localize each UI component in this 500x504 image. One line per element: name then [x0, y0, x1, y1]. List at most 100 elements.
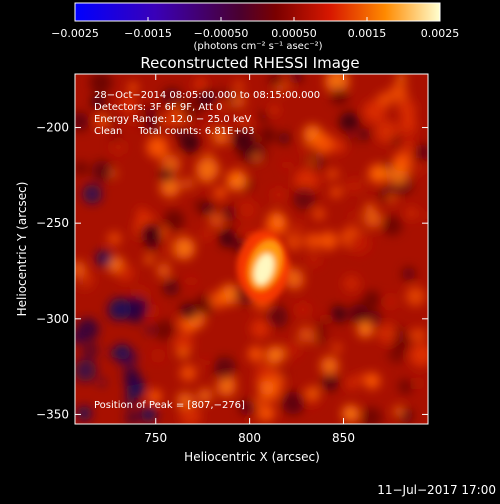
texture-blob — [313, 331, 327, 345]
texture-blob — [179, 404, 202, 424]
texture-blob — [124, 409, 141, 424]
texture-blob — [329, 305, 348, 323]
colorbar-tick-label: 0.0015 — [348, 27, 387, 40]
texture-blob — [329, 169, 339, 179]
texture-blob — [284, 232, 304, 251]
texture-blob — [258, 405, 275, 422]
colorbar-tick-label: 0.00050 — [271, 27, 317, 40]
texture-blob — [110, 131, 121, 142]
texture-blob — [271, 187, 287, 203]
texture-blob — [348, 232, 370, 255]
texture-blob — [180, 132, 201, 153]
texture-blob — [173, 126, 185, 138]
texture-blob — [203, 146, 215, 158]
texture-blob — [140, 222, 163, 245]
texture-blob — [412, 328, 426, 342]
texture-blob — [281, 391, 306, 415]
y-tick-label: −350 — [36, 407, 69, 421]
texture-blob — [398, 116, 417, 135]
y-tick-label: −200 — [36, 121, 69, 135]
y-tick-label: −300 — [36, 312, 69, 326]
texture-blob — [349, 210, 361, 222]
texture-blob — [332, 343, 342, 353]
texture-blob — [236, 199, 258, 221]
texture-blob — [345, 376, 359, 391]
texture-blob — [172, 237, 195, 260]
texture-blob — [178, 96, 203, 120]
texture-blob — [77, 406, 92, 421]
texture-blob — [316, 319, 329, 332]
texture-blob — [301, 388, 316, 403]
texture-blob — [388, 345, 406, 364]
texture-blob — [421, 210, 428, 220]
texture-blob — [75, 260, 86, 277]
texture-blob — [385, 192, 398, 204]
texture-blob — [297, 326, 315, 343]
texture-blob — [147, 389, 162, 404]
texture-blob — [107, 231, 122, 246]
texture-blob — [288, 74, 303, 85]
colorbar-tick-label: −0.00050 — [194, 27, 249, 40]
colorbar-tick-label: −0.0015 — [124, 27, 172, 40]
plot-frame — [74, 73, 429, 425]
texture-blob — [312, 207, 325, 220]
texture-blob — [75, 359, 97, 382]
texture-blob — [117, 347, 138, 369]
texture-blob — [158, 239, 178, 259]
texture-blob — [179, 302, 197, 321]
texture-blob — [194, 78, 207, 91]
texture-blob — [231, 94, 246, 108]
texture-blob — [343, 179, 358, 194]
x-tick-label: 850 — [332, 431, 355, 445]
texture-blob — [413, 144, 428, 162]
texture-blob — [342, 405, 360, 423]
heatmap-image — [75, 74, 428, 424]
colorbar-tick-label: −0.0025 — [51, 27, 99, 40]
texture-blob — [345, 134, 355, 144]
texture-blob — [330, 186, 342, 198]
texture-blob — [201, 230, 212, 240]
colorbar-ticks: −0.0025 −0.0015 −0.00050 0.00050 0.0015 0.002… — [51, 17, 459, 40]
texture-blob — [197, 388, 213, 403]
texture-blob — [396, 74, 407, 84]
texture-blob — [89, 74, 112, 94]
texture-blob — [355, 373, 366, 383]
texture-blob — [332, 139, 346, 154]
texture-blob — [82, 184, 102, 204]
texture-blob — [80, 341, 100, 360]
texture-blob — [273, 215, 286, 228]
texture-blob — [265, 305, 289, 329]
texture-blob — [389, 83, 408, 103]
texture-blob — [162, 278, 180, 297]
texture-blob — [384, 295, 397, 308]
texture-blob — [362, 290, 382, 310]
footer-timestamp: 11−Jul−2017 17:00 — [377, 483, 496, 497]
texture-blob — [258, 126, 276, 145]
texture-blob — [259, 111, 269, 122]
texture-blob — [214, 186, 227, 200]
texture-blob — [270, 105, 279, 115]
texture-blob — [319, 231, 338, 250]
x-tick-label: 750 — [144, 431, 167, 445]
texture-blob — [405, 286, 426, 307]
texture-blob — [283, 341, 301, 359]
texture-blob — [195, 157, 220, 181]
texture-blob — [179, 364, 197, 382]
texture-blob — [259, 380, 275, 396]
texture-blob — [182, 177, 194, 190]
texture-blob — [216, 376, 237, 397]
texture-blob — [266, 345, 285, 365]
peak-position-label: Position of Peak = [807,−276] — [94, 400, 245, 411]
texture-blob — [363, 372, 381, 389]
texture-blob — [408, 158, 427, 176]
colorbar-tick-label: 0.0025 — [421, 27, 460, 40]
texture-blob — [348, 303, 370, 325]
texture-blob — [409, 343, 428, 368]
texture-blob — [123, 368, 141, 386]
texture-blob — [110, 139, 127, 156]
texture-blob — [116, 264, 135, 283]
texture-blob — [233, 80, 244, 91]
texture-blob — [173, 332, 194, 353]
texture-blob — [401, 267, 416, 281]
texture-blob — [330, 87, 348, 105]
